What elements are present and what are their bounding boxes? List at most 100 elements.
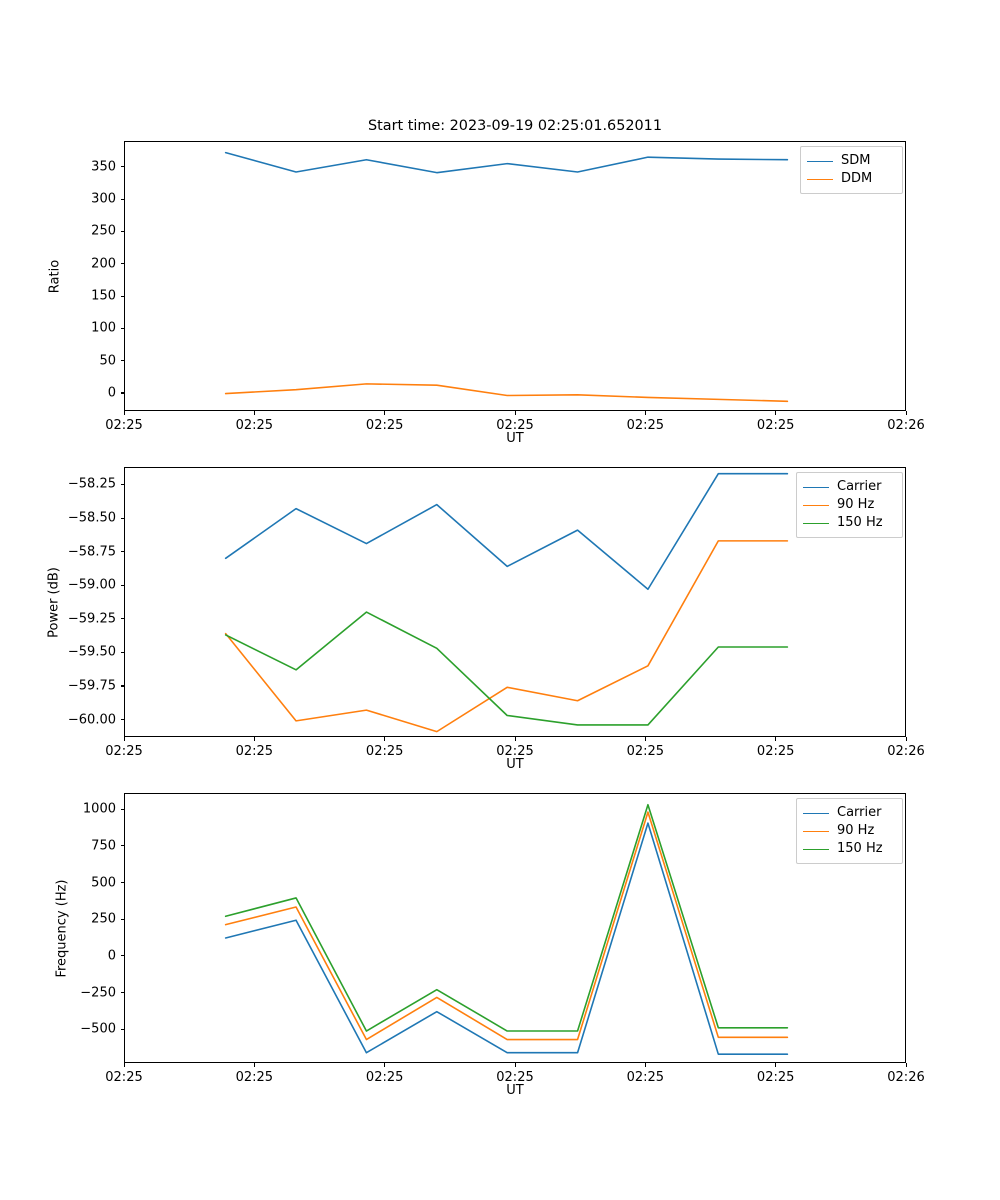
legend-swatch-90hz: [803, 504, 829, 506]
y-tick-mark-1-0: [120, 483, 124, 486]
x-tick-mark-0-3: [514, 411, 516, 415]
figure-title: Start time: 2023-09-19 02:25:01.652011: [367, 118, 662, 134]
series-line-90hz: [226, 812, 788, 1039]
y-tick-mark-2-2: [120, 955, 124, 957]
y-tick-mark-2-3: [120, 918, 124, 920]
y-tick-mark-1-3: [120, 584, 124, 586]
legend-item-carrier-freq: Carrier: [803, 804, 896, 822]
x-tick-mark-1-4: [644, 737, 646, 741]
x-tick-mark-2-0: [123, 1063, 125, 1067]
frequency-x-axis-label: UT: [506, 1083, 524, 1098]
y-tick-mark-0-5: [120, 230, 124, 233]
ratio-plot-lines: [0, 0, 1000, 460]
power-x-axis-label: UT: [506, 757, 524, 772]
x-tick-label-1-6: 02:26: [887, 744, 925, 759]
ratio-legend: SDM DDM: [800, 146, 903, 194]
x-tick-label-2-5: 02:25: [756, 1070, 795, 1085]
legend-label-carrier: Carrier: [837, 479, 882, 494]
frequency-axes-frame: [124, 793, 906, 1063]
legend-item-150hz-freq: 150 Hz: [803, 840, 896, 858]
y-tick-mark-1-4: [120, 618, 124, 620]
x-tick-label-1-0: 02:25: [105, 744, 143, 759]
x-tick-label-0-4: 02:25: [626, 418, 665, 433]
power-axes-frame: [124, 467, 906, 737]
legend-swatch-carrier: [803, 486, 829, 488]
legend-label-150hz: 150 Hz: [837, 515, 883, 530]
legend-label-90hz: 90 Hz: [837, 497, 875, 512]
x-tick-label-0-5: 02:25: [756, 418, 795, 433]
x-tick-mark-1-1: [253, 737, 255, 741]
legend-item-90hz-freq: 90 Hz: [803, 822, 896, 840]
x-tick-label-0-1: 02:25: [235, 418, 274, 433]
y-tick-label-1-6: −59.75: [67, 678, 116, 694]
x-tick-label-1-1: 02:25: [235, 744, 274, 759]
x-tick-mark-1-2: [384, 737, 386, 741]
y-tick-mark-2-0: [120, 1028, 124, 1030]
y-tick-label-1-1: −58.50: [67, 510, 116, 526]
x-tick-label-2-4: 02:25: [626, 1070, 665, 1085]
x-tick-label-1-2: 02:25: [365, 744, 404, 759]
legend-item-carrier: Carrier: [803, 478, 896, 496]
legend-item-150hz: 150 Hz: [803, 514, 896, 532]
y-tick-mark-2-6: [120, 808, 124, 810]
y-tick-label-2-6: 1000: [82, 801, 116, 817]
x-tick-mark-1-6: [905, 737, 907, 741]
y-tick-mark-2-1: [120, 992, 124, 994]
y-tick-mark-0-1: [120, 360, 124, 362]
series-line-150hz: [226, 612, 788, 725]
series-line-carrier: [226, 823, 788, 1054]
y-tick-label-1-5: −59.50: [67, 644, 116, 660]
x-tick-label-2-1: 02:25: [235, 1070, 274, 1085]
frequency-legend: Carrier 90 Hz 150 Hz: [796, 798, 903, 864]
series-line-ddm: [226, 384, 788, 401]
y-tick-mark-0-4: [120, 263, 124, 265]
y-tick-label-2-1: −250: [80, 985, 116, 1001]
y-tick-label-0-4: 200: [91, 256, 116, 272]
x-tick-label-2-6: 02:26: [887, 1070, 925, 1085]
x-tick-label-0-2: 02:25: [365, 418, 404, 433]
ratio-axes-frame: [124, 141, 906, 411]
x-tick-label-0-3: 02:25: [496, 418, 534, 433]
y-tick-label-0-1: 50: [99, 353, 116, 369]
x-tick-mark-2-6: [905, 1063, 907, 1067]
y-tick-label-0-0: 0: [107, 385, 116, 401]
y-tick-mark-0-2: [120, 327, 124, 329]
y-tick-mark-1-1: [120, 517, 124, 519]
y-tick-label-0-6: 300: [91, 191, 116, 207]
x-tick-mark-0-1: [253, 411, 255, 415]
legend-label-150hz-freq: 150 Hz: [837, 841, 883, 856]
y-tick-label-0-2: 100: [91, 320, 116, 336]
y-tick-label-1-4: −59.25: [67, 611, 116, 627]
legend-label-carrier-freq: Carrier: [837, 805, 882, 820]
legend-item-ddm: DDM: [807, 170, 896, 188]
ratio-panel: Ratio UT SDM DDM: [0, 0, 1000, 460]
y-tick-label-0-5: 250: [91, 223, 116, 239]
x-tick-label-1-5: 02:25: [756, 744, 795, 759]
x-tick-label-0-6: 02:26: [887, 418, 925, 433]
y-tick-mark-1-6: [120, 685, 124, 687]
series-line-150hz: [226, 805, 788, 1031]
x-tick-mark-2-4: [644, 1063, 646, 1067]
y-tick-mark-2-4: [120, 882, 124, 884]
y-tick-label-2-5: 750: [91, 838, 116, 854]
y-tick-mark-0-3: [120, 295, 124, 297]
x-tick-mark-1-0: [123, 737, 125, 741]
ratio-x-axis-label: UT: [506, 431, 524, 446]
legend-label-ddm: DDM: [841, 171, 873, 186]
y-tick-label-1-0: −58.25: [67, 476, 116, 492]
legend-item-90hz: 90 Hz: [803, 496, 896, 514]
legend-swatch-90hz-freq: [803, 830, 829, 832]
y-tick-mark-0-7: [120, 166, 124, 168]
y-tick-label-0-3: 150: [91, 288, 116, 304]
x-tick-mark-2-2: [384, 1063, 386, 1067]
x-tick-mark-0-0: [123, 411, 125, 415]
series-line-90hz: [226, 541, 788, 732]
x-tick-mark-2-1: [253, 1063, 255, 1067]
x-tick-mark-2-5: [775, 1063, 777, 1067]
legend-swatch-sdm: [807, 160, 833, 162]
